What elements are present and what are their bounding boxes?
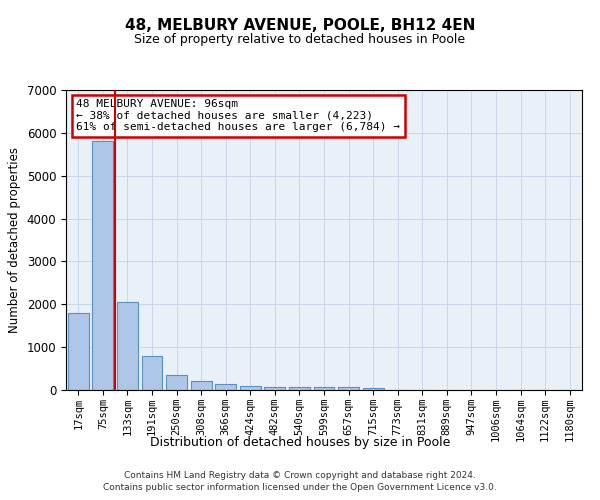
Bar [215, 384, 236, 390]
Bar [362, 388, 383, 390]
Y-axis label: Number of detached properties: Number of detached properties [8, 147, 21, 333]
Bar [289, 387, 310, 390]
Bar [314, 387, 334, 390]
Text: 48 MELBURY AVENUE: 96sqm
← 38% of detached houses are smaller (4,223)
61% of sem: 48 MELBURY AVENUE: 96sqm ← 38% of detach… [76, 99, 400, 132]
Text: Size of property relative to detached houses in Poole: Size of property relative to detached ho… [134, 32, 466, 46]
Text: 48, MELBURY AVENUE, POOLE, BH12 4EN: 48, MELBURY AVENUE, POOLE, BH12 4EN [125, 18, 475, 32]
Text: Contains HM Land Registry data © Crown copyright and database right 2024.
Contai: Contains HM Land Registry data © Crown c… [103, 471, 497, 492]
Bar [68, 313, 89, 390]
Bar [117, 302, 138, 390]
Bar [338, 388, 359, 390]
Bar [142, 356, 163, 390]
Bar [166, 376, 187, 390]
Text: Distribution of detached houses by size in Poole: Distribution of detached houses by size … [150, 436, 450, 449]
Bar [92, 142, 113, 390]
Bar [265, 386, 286, 390]
Bar [191, 380, 212, 390]
Bar [240, 386, 261, 390]
